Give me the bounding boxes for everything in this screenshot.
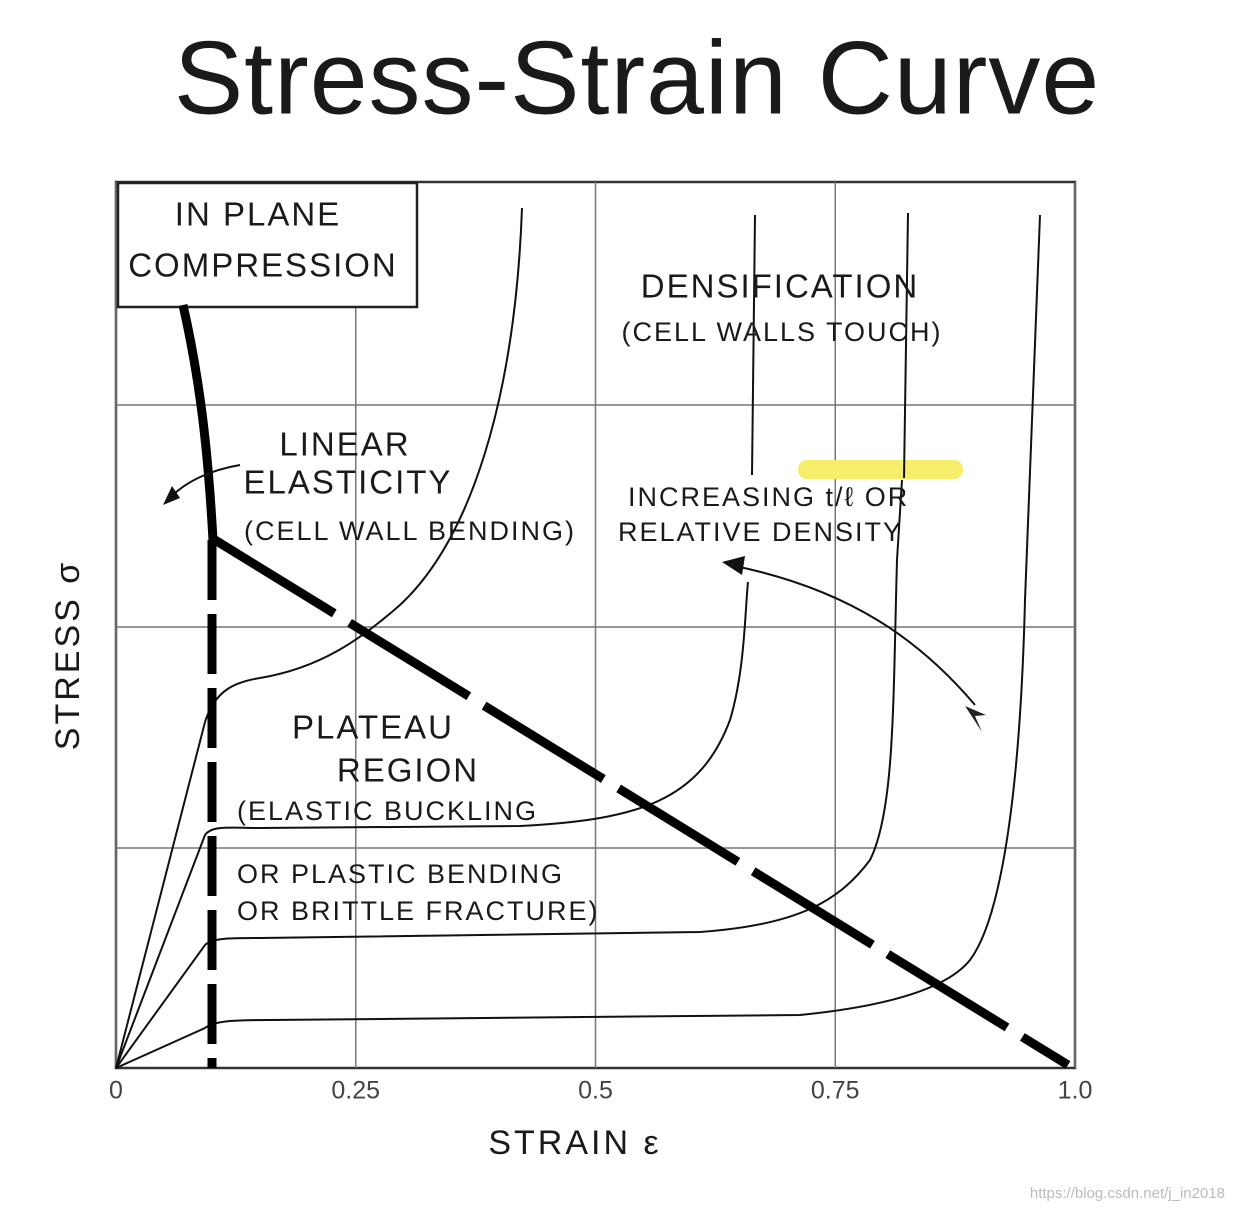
- region-label: INCREASING t/ℓ OR: [628, 482, 909, 512]
- x-tick-label: 0.75: [811, 1077, 860, 1105]
- arrow-head: [722, 556, 745, 575]
- curve: [115, 214, 1041, 1069]
- curve: [115, 207, 523, 1069]
- x-tick-label: 0: [109, 1077, 123, 1105]
- arrow: [734, 565, 976, 706]
- curve: [751, 214, 756, 476]
- region-label: REGION: [337, 752, 479, 789]
- region-label: (ELASTIC BUCKLING: [237, 796, 538, 826]
- region-label: PLATEAU: [292, 709, 454, 746]
- plot-area: [114, 180, 1077, 1070]
- region-label: (CELL WALL BENDING): [244, 516, 576, 546]
- curve: [115, 479, 903, 1069]
- region-label: ELASTICITY: [244, 464, 453, 501]
- thick-line: [178, 304, 218, 541]
- region-label: RELATIVE DENSITY: [618, 517, 903, 547]
- highlight: [798, 460, 963, 479]
- mode-box: [116, 181, 419, 309]
- cursor: [965, 706, 986, 732]
- arrow-head: [163, 486, 180, 505]
- region-label: OR PLASTIC BENDING: [237, 859, 564, 889]
- title: Stress-Strain Curve: [174, 20, 1100, 136]
- curve: [903, 212, 909, 479]
- region-label: LINEAR: [279, 426, 410, 463]
- x-tick-label: 1.0: [1058, 1077, 1093, 1105]
- x-tick-label: 0.5: [578, 1077, 613, 1105]
- curve: [115, 581, 749, 1069]
- x-axis-label: STRAIN ε: [488, 1124, 661, 1162]
- region-label: OR BRITTLE FRACTURE): [237, 896, 600, 926]
- region-label: DENSIFICATION: [641, 268, 919, 305]
- mode-label: COMPRESSION: [128, 247, 398, 284]
- region-label: (CELL WALLS TOUCH): [621, 317, 942, 347]
- y-axis-label: STRESS σ: [49, 560, 87, 750]
- mode-label: IN PLANE: [175, 196, 341, 233]
- x-tick-label: 0.25: [331, 1077, 380, 1105]
- thick-line: [212, 536, 1071, 1069]
- watermark: https://blog.csdn.net/j_in2018: [1030, 1185, 1225, 1202]
